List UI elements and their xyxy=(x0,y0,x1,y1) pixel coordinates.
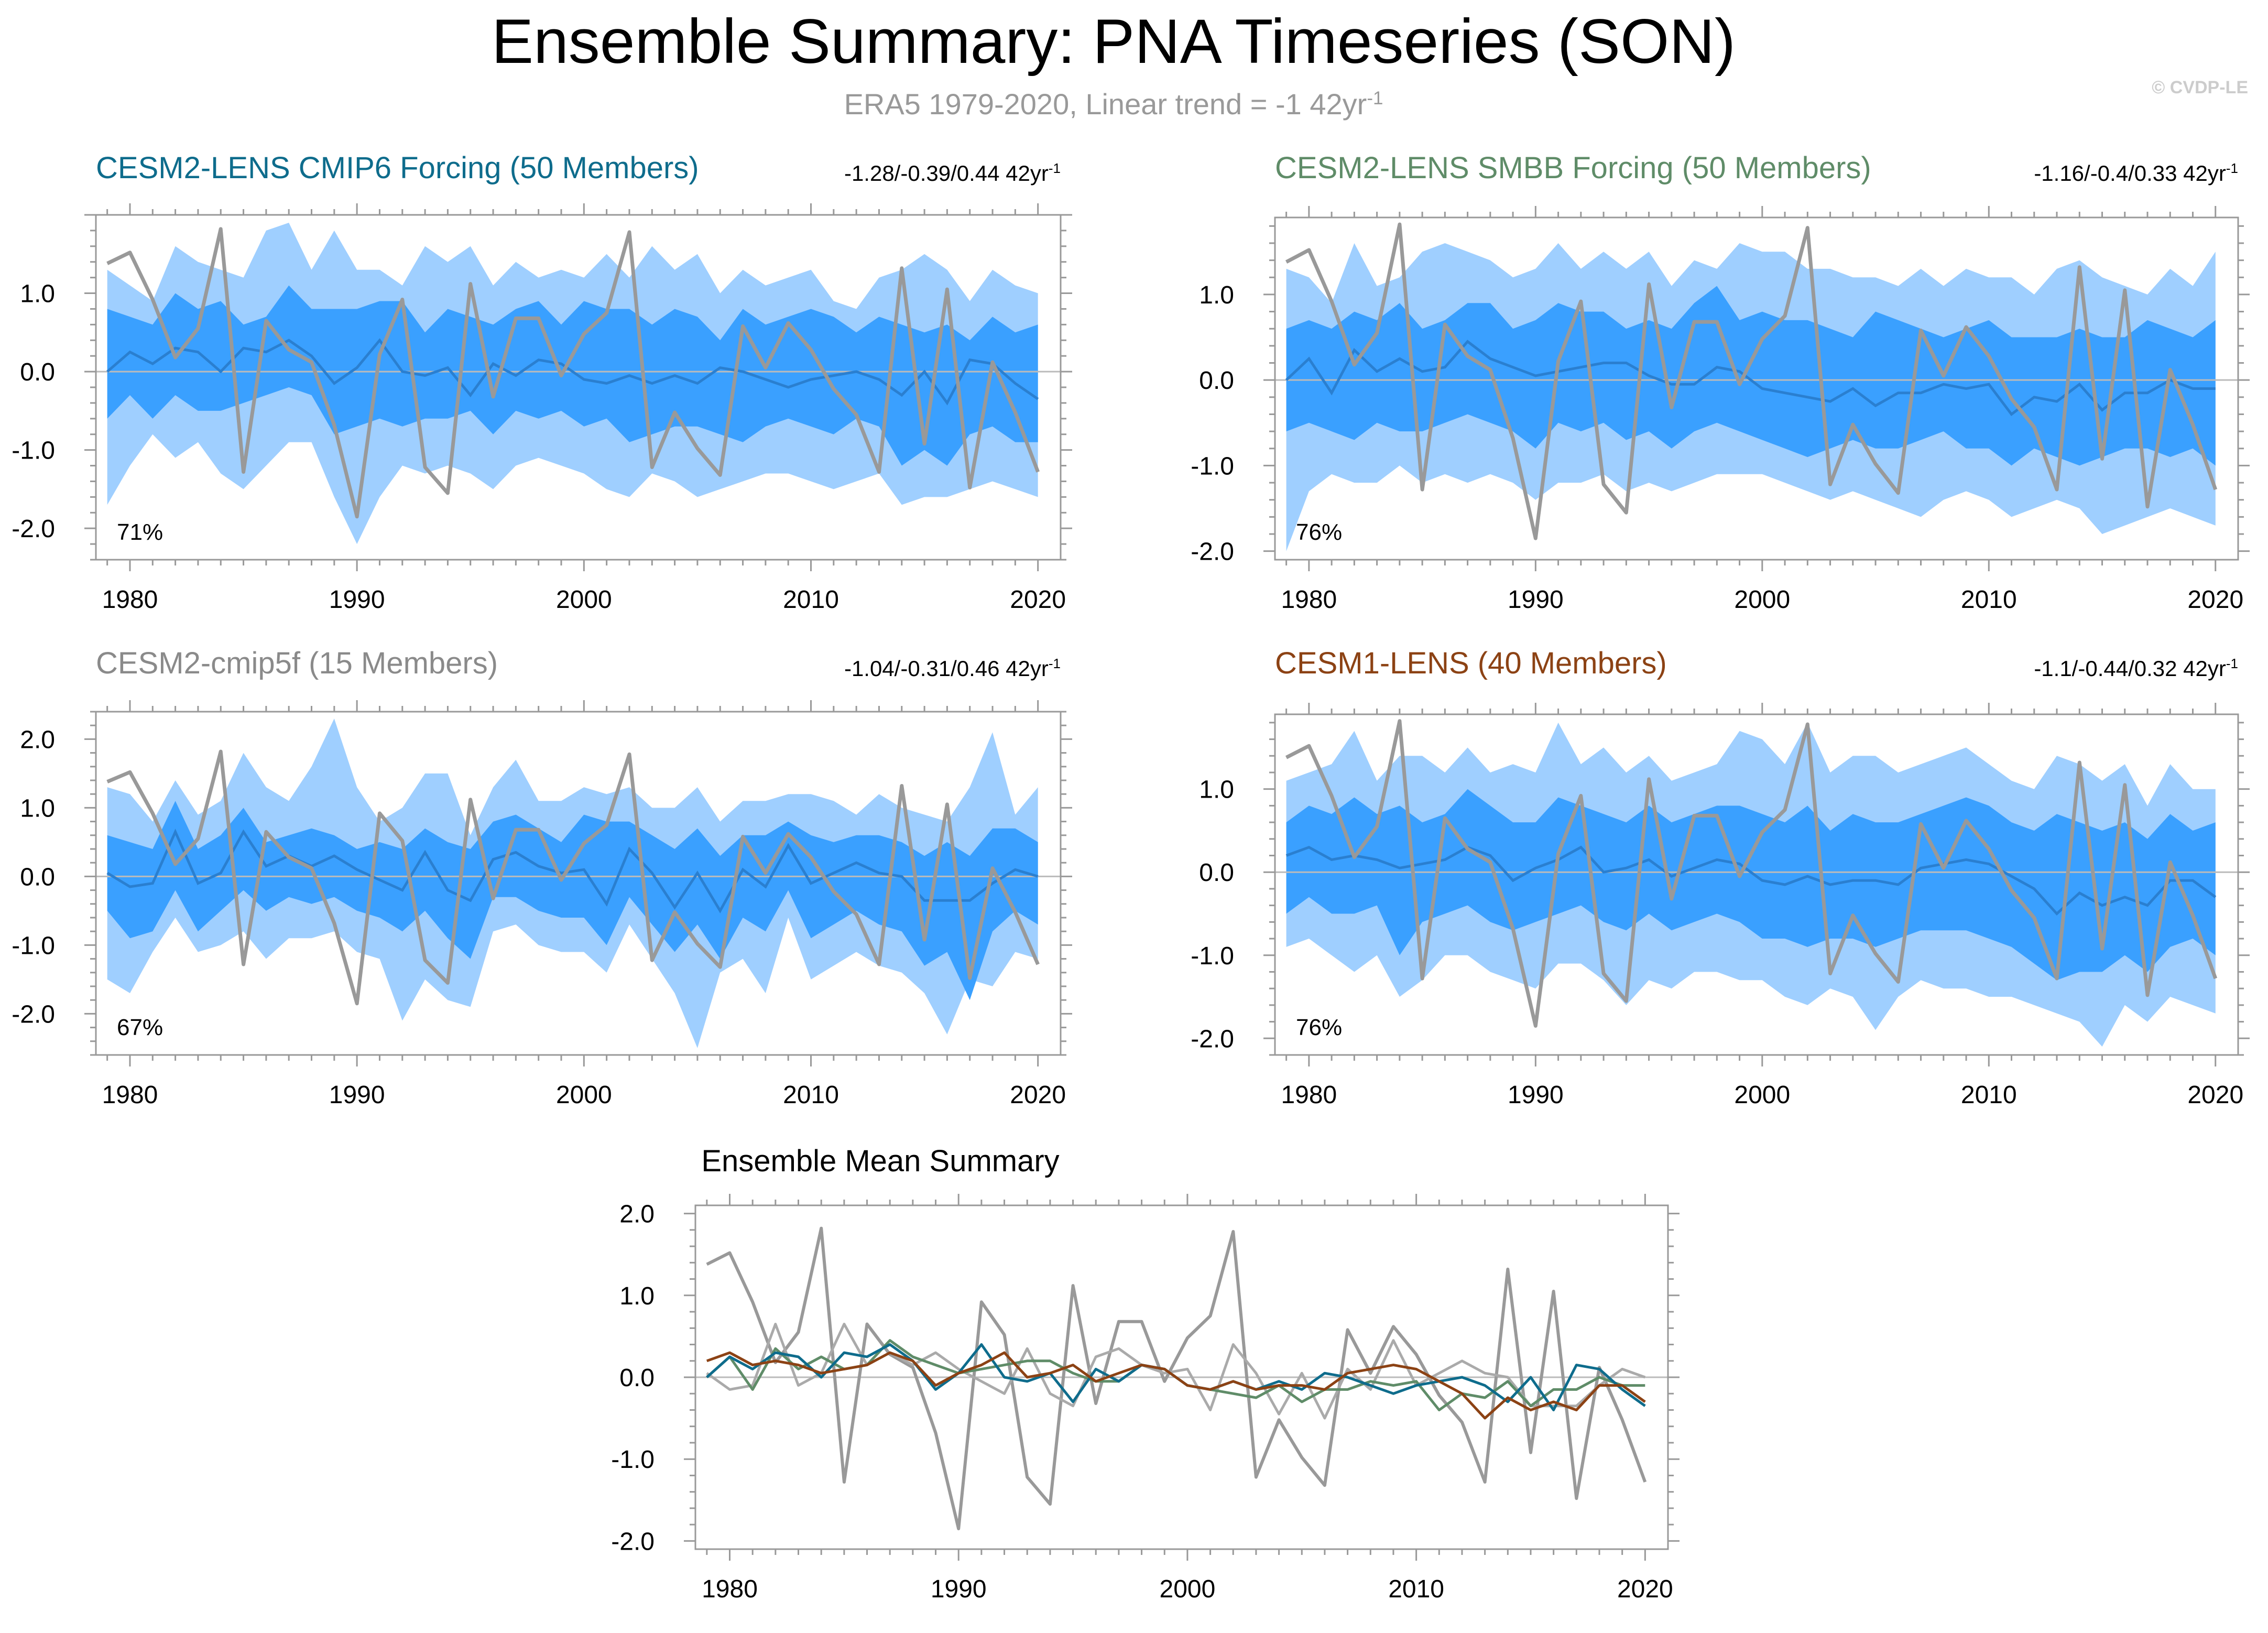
x-tick-label: 2000 xyxy=(1734,586,1790,614)
x-tick-label: 2010 xyxy=(1961,586,2017,614)
x-tick-label: 1990 xyxy=(329,586,385,614)
y-tick-label: -2.0 xyxy=(12,515,55,543)
trend-stat: -1.04/-0.31/0.46 42yr-1 xyxy=(844,656,1061,681)
percent-label: 67% xyxy=(117,1015,163,1040)
x-tick-label: 1990 xyxy=(1508,1081,1564,1109)
panel-1: CESM2-LENS CMIP6 Forcing (50 Members) -1.… xyxy=(12,151,1072,614)
panel-title: Ensemble Mean Summary xyxy=(701,1144,1059,1178)
y-tick-label: -1.0 xyxy=(1191,942,1234,970)
x-tick-label: 1990 xyxy=(329,1081,385,1109)
y-tick-label: -1.0 xyxy=(12,437,55,465)
x-tick-label: 2010 xyxy=(783,586,839,614)
ensemble-mean-line xyxy=(1285,340,2216,417)
y-tick-label: -2.0 xyxy=(12,1000,55,1028)
panel-title: CESM2-LENS SMBB Forcing (50 Members) xyxy=(1275,151,1871,185)
figure-title: Ensemble Summary: PNA Timeseries (SON) xyxy=(492,6,1736,77)
y-tick-label: 1.0 xyxy=(619,1282,655,1310)
x-tick-label: 1990 xyxy=(1508,586,1564,614)
x-tick-label: 1980 xyxy=(1281,586,1337,614)
panel-2: CESM2-LENS SMBB Forcing (50 Members) -1.1… xyxy=(1191,151,2250,614)
panel-title: CESM2-LENS CMIP6 Forcing (50 Members) xyxy=(96,151,699,185)
trend-stat: -1.28/-0.39/0.44 42yr-1 xyxy=(844,160,1061,186)
panel-5: Ensemble Mean Summary 1980 1990 2000 2010 202… xyxy=(611,1144,1680,1603)
trend-stat: -1.1/-0.44/0.32 42yr-1 xyxy=(2034,656,2238,681)
observed-line xyxy=(106,227,1040,519)
y-tick-label: 2.0 xyxy=(619,1201,655,1228)
panel-3: CESM2-cmip5f (15 Members) -1.04/-0.31/0.4… xyxy=(12,646,1072,1109)
y-tick-label: 1.0 xyxy=(20,794,55,822)
y-tick-label: 0.0 xyxy=(20,863,55,891)
observed-line xyxy=(1285,222,2218,540)
y-tick-label: 0.0 xyxy=(619,1364,655,1392)
watermark: © CVDP-LE xyxy=(2152,78,2248,97)
x-tick-label: 2020 xyxy=(1010,586,1066,614)
band-25-75 xyxy=(107,285,1038,466)
band-25-75 xyxy=(1286,286,2216,466)
percent-label: 76% xyxy=(1296,1015,1342,1040)
plot-frame xyxy=(95,711,1062,1056)
x-tick-label: 2000 xyxy=(1160,1575,1216,1603)
y-tick-label: 1.0 xyxy=(1199,776,1234,804)
panel-title: CESM1-LENS (40 Members) xyxy=(1275,646,1667,680)
x-tick-label: 2020 xyxy=(1010,1081,1066,1109)
x-tick-label: 2000 xyxy=(1734,1081,1790,1109)
plot-frame xyxy=(1274,713,2239,1056)
y-tick-label: 0.0 xyxy=(20,358,55,386)
y-tick-label: 2.0 xyxy=(20,726,55,754)
y-tick-label: 0.0 xyxy=(1199,367,1234,395)
series-line xyxy=(706,1226,1647,1530)
ensemble-mean-line xyxy=(1285,845,2217,916)
y-tick-label: -2.0 xyxy=(1191,1025,1234,1053)
percent-label: 71% xyxy=(117,519,163,545)
panel-title: CESM2-cmip5f (15 Members) xyxy=(96,646,498,680)
x-tick-label: 2020 xyxy=(2187,1081,2243,1109)
band-25-75 xyxy=(1286,789,2216,981)
percent-label: 76% xyxy=(1296,519,1342,545)
y-tick-label: -1.0 xyxy=(1191,452,1234,480)
trend-stat: -1.16/-0.4/0.33 42yr-1 xyxy=(2034,160,2238,186)
y-tick-label: -1.0 xyxy=(12,932,55,960)
y-tick-label: 0.0 xyxy=(1199,859,1234,887)
x-tick-label: 1980 xyxy=(102,1081,158,1109)
x-tick-label: 2010 xyxy=(1388,1575,1444,1603)
y-tick-label: -2.0 xyxy=(611,1528,655,1555)
x-tick-label: 2000 xyxy=(556,1081,612,1109)
x-tick-label: 2010 xyxy=(783,1081,839,1109)
panel-4: CESM1-LENS (40 Members) -1.1/-0.44/0.32 4… xyxy=(1191,646,2250,1109)
y-tick-label: 1.0 xyxy=(20,280,55,308)
x-tick-label: 2000 xyxy=(556,586,612,614)
x-tick-label: 2020 xyxy=(1617,1575,1673,1603)
series-line xyxy=(706,1323,1646,1420)
observed-line xyxy=(1285,719,2218,1028)
x-tick-label: 2010 xyxy=(1961,1081,2017,1109)
x-tick-label: 1990 xyxy=(931,1575,987,1603)
x-tick-label: 2020 xyxy=(2187,586,2243,614)
series-line xyxy=(706,1351,1646,1420)
figure-subtitle: ERA5 1979-2020, Linear trend = -1 42yr-1 xyxy=(844,88,1383,121)
observed-line xyxy=(106,749,1040,1006)
x-tick-label: 1980 xyxy=(702,1575,758,1603)
y-tick-label: 1.0 xyxy=(1199,281,1234,309)
x-tick-label: 1980 xyxy=(1281,1081,1337,1109)
y-tick-label: -1.0 xyxy=(611,1446,655,1474)
panels: CESM2-LENS CMIP6 Forcing (50 Members) -1.… xyxy=(12,151,2250,1603)
y-tick-label: -2.0 xyxy=(1191,538,1234,566)
x-tick-label: 1980 xyxy=(102,586,158,614)
plot-frame xyxy=(1274,216,2239,561)
